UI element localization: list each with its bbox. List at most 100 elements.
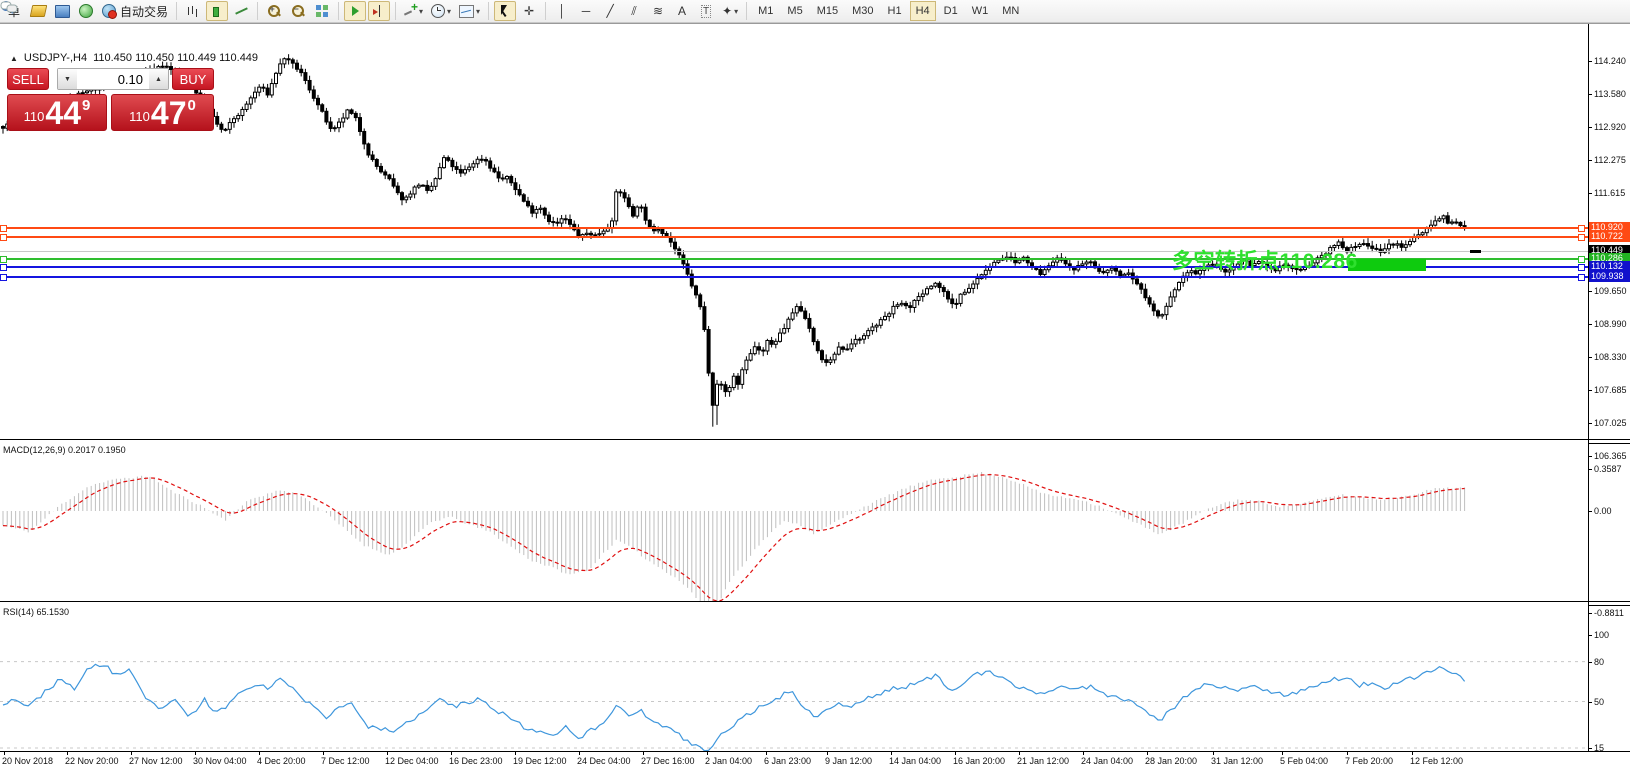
pivot-line-handle[interactable]	[1578, 256, 1585, 263]
tile-windows-button[interactable]	[311, 1, 333, 21]
resistance-line-2-handle[interactable]	[0, 234, 7, 241]
timeframe-h4-button[interactable]: H4	[909, 1, 936, 21]
market-watch-icon[interactable]	[51, 1, 73, 21]
buy-price-button[interactable]: 110 47 0	[111, 94, 214, 131]
periods-button[interactable]: ▾	[428, 1, 454, 21]
macd-tick-label: -0.8811	[1594, 608, 1624, 619]
time-axis-tick	[131, 752, 132, 755]
price-tick	[1588, 94, 1592, 96]
fibonacci-button[interactable]: ≋	[647, 1, 669, 21]
support-line-2[interactable]	[0, 274, 1588, 281]
resistance-line-1-handle[interactable]	[0, 225, 7, 232]
indicators-icon	[404, 0, 418, 18]
macd-tick-label: 0.00	[1594, 506, 1612, 516]
macd-pane[interactable]	[0, 442, 1588, 601]
cursor-button[interactable]	[494, 1, 517, 21]
resistance-line-1-handle[interactable]	[1578, 225, 1585, 232]
text-button[interactable]: A	[671, 1, 693, 21]
line-chart-icon	[235, 5, 248, 17]
pivot-line-price-badge: 110.286	[1589, 253, 1630, 264]
lot-increase-button[interactable]: ▲	[149, 69, 168, 89]
support-line-2-handle[interactable]	[0, 274, 7, 281]
buy-button[interactable]: BUY	[172, 68, 214, 90]
arrows-button[interactable]: ✦ ▾	[719, 1, 741, 21]
one-click-toggle-icon[interactable]: ▲	[10, 53, 18, 63]
candles	[1, 54, 1467, 427]
line-chart-button[interactable]	[230, 1, 252, 21]
arrows-button-glyph: ✦	[722, 4, 733, 18]
vertical-line-button[interactable]: │	[551, 1, 573, 21]
templates-button[interactable]: ▾	[456, 1, 483, 21]
timeframe-d1-button[interactable]: D1	[943, 5, 958, 17]
bid-line[interactable]	[0, 251, 1588, 252]
macd-histogram	[2, 471, 1466, 601]
tile-windows-icon	[316, 5, 328, 17]
time-axis-label: 27 Nov 12:00	[129, 756, 183, 766]
toolbar-separator	[395, 2, 397, 20]
lot-decrease-button[interactable]: ▼	[58, 69, 77, 89]
trendline-button[interactable]: ╱	[599, 1, 621, 21]
timeframe-m1-button[interactable]: M1	[758, 5, 774, 17]
timeframe-m30-button[interactable]: M30	[852, 5, 874, 17]
macd-chart[interactable]	[0, 442, 1588, 601]
new-chart-icon	[29, 5, 47, 17]
time-axis-tick	[1412, 752, 1413, 755]
zoom-out-button[interactable]: −	[287, 1, 309, 21]
indicators-button[interactable]: ▾	[401, 0, 426, 21]
support-line-1-handle[interactable]	[0, 264, 7, 271]
candlestick-chart[interactable]	[0, 24, 1588, 439]
toolbar-separator	[257, 2, 259, 20]
bar-chart-button[interactable]	[182, 1, 204, 21]
crosshair-button[interactable]: ✛	[518, 1, 540, 21]
support-line-1[interactable]	[0, 264, 1588, 271]
lot-size-input[interactable]	[77, 69, 149, 89]
sell-button[interactable]: SELL	[7, 68, 49, 90]
chart-title: ▲ USDJPY-,H4 110.450 110.450 110.449 110…	[10, 52, 258, 64]
chart-shift-button[interactable]	[368, 1, 391, 21]
pivot-annotation[interactable]: 多空转折点110.286	[1172, 250, 1358, 273]
candlestick-chart-button[interactable]	[206, 1, 229, 21]
timeframe-h1-button[interactable]: H1	[887, 5, 902, 17]
text-label-button-glyph: T	[701, 4, 712, 18]
time-axis[interactable]: 20 Nov 2018 22 Nov 20:00 27 Nov 12:00 30 No…	[0, 751, 1630, 773]
time-axis-tick	[259, 752, 260, 755]
horizontal-line-button[interactable]: ─	[575, 1, 597, 21]
resistance-line-1[interactable]	[0, 225, 1588, 232]
bid-line-price-badge: 110.449	[1589, 245, 1630, 256]
support-line-2-price-badge: 109.938	[1589, 271, 1630, 282]
rsi-tick-label: 80	[1594, 656, 1605, 667]
rsi-tick-label: 15	[1594, 743, 1605, 754]
signals-icon[interactable]	[75, 1, 97, 21]
resistance-line-2-handle[interactable]	[1578, 234, 1585, 241]
pivot-line-handle[interactable]	[0, 256, 7, 263]
toolbar-separator	[338, 2, 340, 20]
rsi-tick	[1588, 635, 1592, 636]
equidistant-channel-button-glyph: ⫽	[631, 4, 637, 18]
time-axis-tick	[707, 752, 708, 755]
auto-scroll-button[interactable]	[344, 1, 367, 21]
support-line-2-handle[interactable]	[1578, 274, 1585, 281]
new-chart-icon[interactable]	[27, 1, 49, 21]
time-axis-tick	[1019, 752, 1020, 755]
timeframe-m5-button[interactable]: M5	[787, 5, 803, 17]
zoom-in-button[interactable]: +	[263, 1, 285, 21]
rsi-chart[interactable]	[0, 604, 1588, 752]
timeframe-mn-button[interactable]: MN	[1002, 5, 1020, 17]
support-line-1-handle[interactable]	[1578, 264, 1585, 271]
periods-icon	[431, 4, 446, 18]
timeframe-w1-button[interactable]: W1	[971, 5, 989, 17]
rsi-pane[interactable]	[0, 604, 1588, 752]
sell-price-button[interactable]: 110 44 9	[7, 94, 107, 131]
resistance-line-2[interactable]	[0, 234, 1588, 241]
autotrading-button[interactable]: 自动交易	[99, 1, 171, 21]
pivot-highlight-box[interactable]	[1348, 259, 1426, 271]
price-tick	[1588, 159, 1592, 161]
price-pane[interactable]	[0, 24, 1588, 439]
price-tick	[1588, 291, 1592, 293]
pivot-line[interactable]	[0, 256, 1588, 263]
price-tick	[1588, 127, 1592, 129]
text-label-button[interactable]: T	[695, 1, 717, 21]
timeframe-m15-button[interactable]: M15	[816, 5, 839, 17]
equidistant-channel-button[interactable]: ⫽	[623, 1, 645, 21]
